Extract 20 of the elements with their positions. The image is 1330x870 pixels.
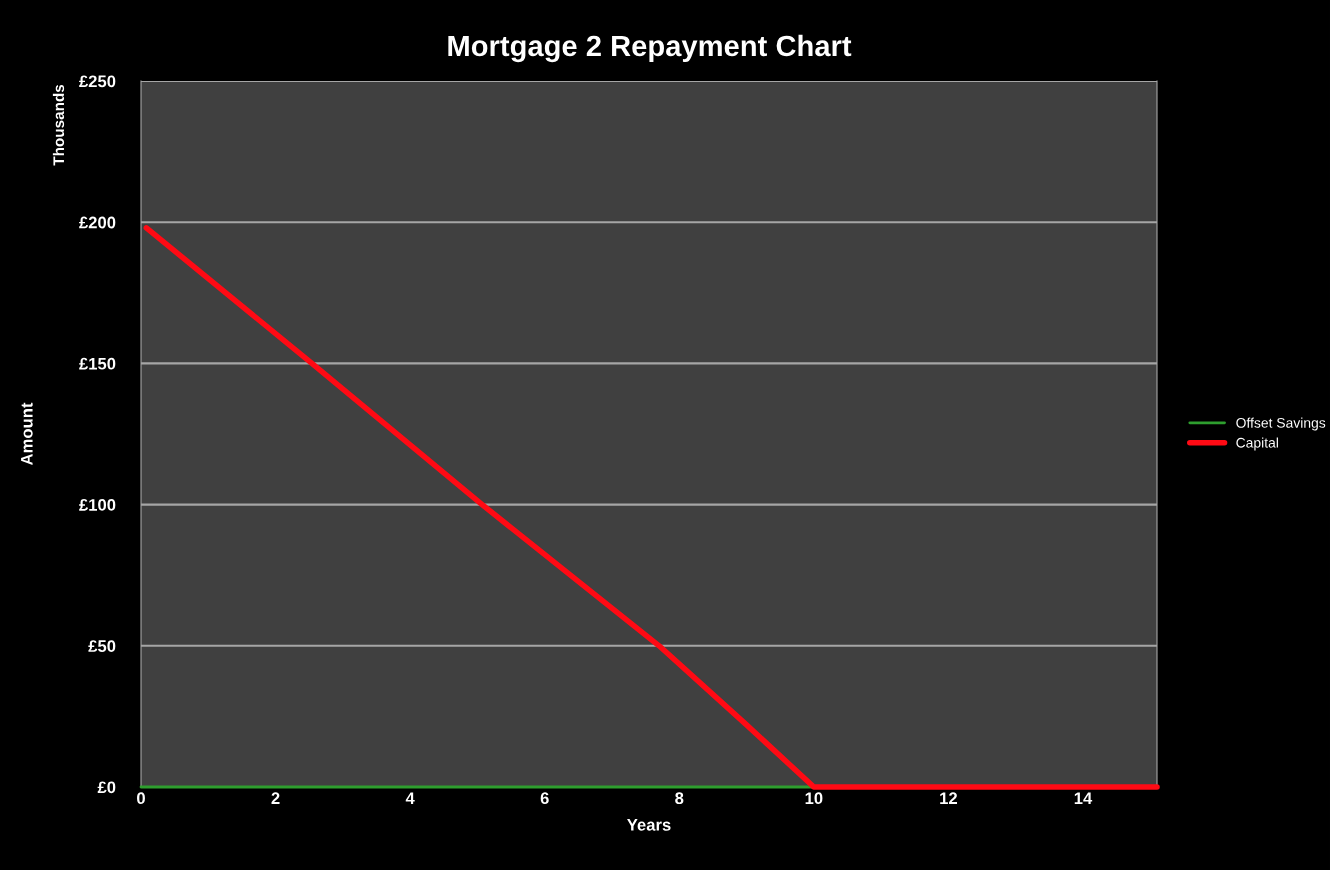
y-tick-label: £0 (97, 781, 116, 794)
x-tick-label: 6 (540, 792, 549, 805)
x-tick-label: 2 (271, 792, 280, 804)
x-tick-label: 8 (675, 792, 684, 805)
x-tick-label: 12 (940, 792, 958, 804)
x-axis-title: Years (627, 819, 671, 831)
x-tick-label: 14 (1074, 792, 1093, 804)
x-tick-label: 10 (805, 792, 823, 805)
y-tick-label: £150 (79, 357, 116, 370)
y-tick-label: £200 (79, 216, 116, 229)
y-tick-label: £250 (79, 75, 116, 88)
y-tick-label: £50 (88, 640, 116, 652)
y-axis-title: Amount (21, 402, 33, 466)
text: Thousands (52, 84, 65, 166)
x-tick-label: 0 (137, 792, 145, 805)
legend-label: Capital (1236, 437, 1278, 451)
x-tick-label: 4 (405, 792, 415, 804)
chart-title: Mortgage 2 Repayment Chart (448, 34, 852, 63)
y-tick-label: £100 (79, 499, 116, 511)
legend-label: Offset Savings (1236, 417, 1326, 431)
